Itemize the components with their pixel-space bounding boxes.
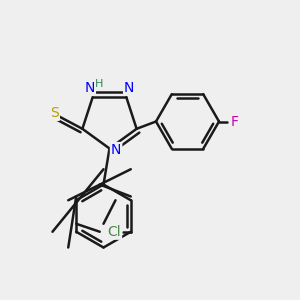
Text: H: H (95, 79, 103, 89)
Text: Cl: Cl (107, 225, 121, 239)
Text: S: S (50, 106, 59, 120)
Text: F: F (231, 115, 239, 128)
Text: N: N (124, 81, 134, 95)
Text: N: N (111, 143, 121, 157)
Text: N: N (85, 81, 95, 95)
